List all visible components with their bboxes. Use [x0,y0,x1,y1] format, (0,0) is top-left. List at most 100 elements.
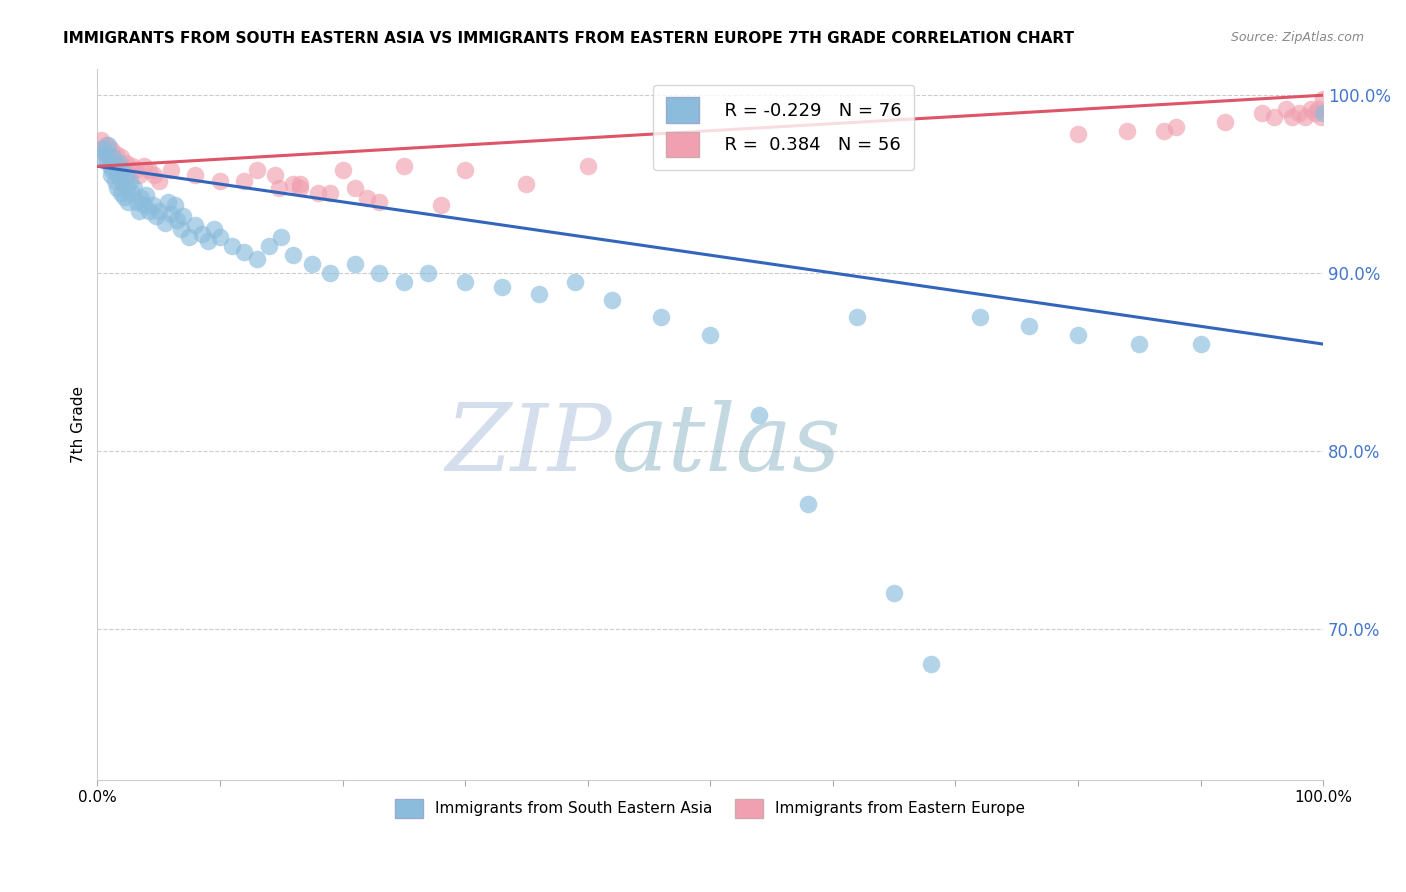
Point [1309,110,1331,124]
Point [197,234,219,248]
Point [307,186,329,200]
Legend: Immigrants from South Eastern Asia, Immigrants from Eastern Europe: Immigrants from South Eastern Asia, Immi… [388,791,1033,825]
Point [179,230,201,244]
Point [343,180,366,194]
Point [246,252,269,266]
Text: Source: ZipAtlas.com: Source: ZipAtlas.com [1230,31,1364,45]
Point [122,180,145,194]
Point [93,150,115,164]
Point [1308,103,1330,117]
Point [1263,110,1285,124]
Point [920,657,942,671]
Point [157,194,180,209]
Point [270,230,292,244]
Point [141,198,163,212]
Point [319,266,342,280]
Point [1275,103,1298,117]
Point [418,266,440,280]
Point [429,198,451,212]
Text: atlas: atlas [612,401,842,491]
Point [153,216,176,230]
Point [131,191,153,205]
Point [117,166,139,180]
Point [1116,124,1139,138]
Point [97,148,120,162]
Point [148,173,170,187]
Point [184,218,207,232]
Point [576,159,599,173]
Point [356,191,378,205]
Point [103,153,125,168]
Point [1189,337,1212,351]
Point [1067,128,1090,142]
Point [343,257,366,271]
Point [107,168,129,182]
Point [267,180,290,194]
Point [104,159,127,173]
Point [121,186,143,200]
Point [93,145,115,159]
Text: ZIP: ZIP [446,401,612,491]
Point [97,138,120,153]
Point [301,257,323,271]
Point [515,177,537,191]
Point [1018,319,1040,334]
Point [160,162,183,177]
Point [112,189,135,203]
Point [1294,110,1316,124]
Point [368,266,391,280]
Point [332,162,354,177]
Point [98,159,121,173]
Point [600,293,623,307]
Point [1281,110,1303,124]
Point [112,177,135,191]
Point [115,180,138,194]
Point [145,209,167,223]
Point [1250,106,1272,120]
Point [124,162,146,177]
Point [148,203,170,218]
Point [101,162,124,177]
Point [103,173,125,187]
Point [319,186,342,200]
Point [748,408,770,422]
Point [107,159,129,173]
Y-axis label: 7th Grade: 7th Grade [72,385,86,463]
Point [257,239,280,253]
Point [288,180,311,194]
Point [103,150,125,164]
Point [96,153,118,168]
Point [132,198,155,212]
Point [117,194,139,209]
Point [797,497,820,511]
Point [264,168,287,182]
Point [288,177,311,191]
Point [246,162,269,177]
Point [1312,92,1334,106]
Point [283,177,305,191]
Point [190,227,212,241]
Point [368,194,391,209]
Point [128,168,150,182]
Point [491,280,513,294]
Point [142,168,165,182]
Point [138,162,160,177]
Point [125,194,148,209]
Point [160,207,183,221]
Point [392,275,415,289]
Point [392,159,415,173]
Point [202,221,225,235]
Point [1288,106,1310,120]
Point [128,203,150,218]
Point [100,141,122,155]
Point [108,155,131,169]
Point [1312,106,1334,120]
Point [1164,120,1187,135]
Point [233,173,256,187]
Point [564,275,586,289]
Point [110,186,132,200]
Point [283,248,305,262]
Point [1213,115,1236,129]
Point [90,133,112,147]
Point [94,145,117,159]
